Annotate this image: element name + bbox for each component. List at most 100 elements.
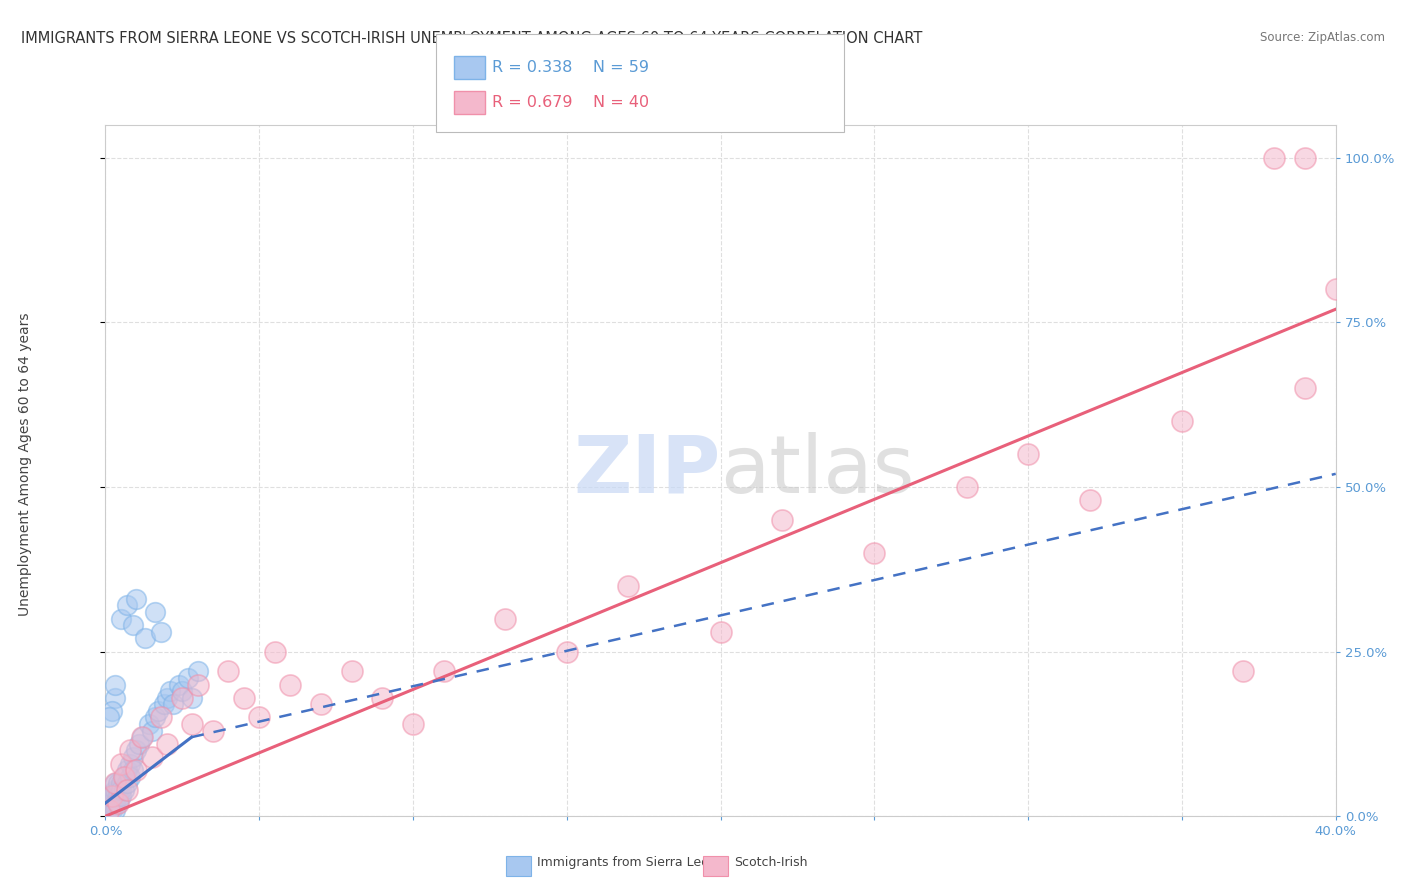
Point (710, 624, 733, 639)
Point (187, 665, 209, 679)
Point (100, 803, 122, 817)
Point (122, 763, 145, 777)
Point (97, 803, 120, 817)
Text: Immigrants from Sierra Leone: Immigrants from Sierra Leone (537, 856, 724, 869)
Point (97, 796, 120, 810)
Point (110, 776, 132, 790)
Point (100, 796, 122, 810)
Point (153, 698, 176, 712)
Point (1263, 151, 1285, 165)
Point (100, 789, 122, 804)
Point (120, 756, 141, 771)
Point (309, 698, 332, 712)
Point (104, 782, 127, 797)
Point (110, 612, 132, 626)
Point (141, 723, 163, 738)
Point (146, 704, 169, 718)
Point (122, 750, 145, 764)
Point (100, 789, 122, 804)
Point (107, 782, 129, 797)
Point (107, 796, 129, 810)
Point (97, 789, 120, 804)
Point (138, 717, 160, 731)
Point (1078, 493, 1101, 508)
Text: Unemployment Among Ages 60 to 64 years: Unemployment Among Ages 60 to 64 years (18, 312, 32, 615)
Point (162, 698, 184, 712)
Point (104, 789, 127, 804)
Point (131, 730, 153, 744)
Point (177, 671, 200, 685)
Point (120, 743, 141, 757)
Point (104, 677, 127, 691)
Point (180, 690, 202, 705)
Point (156, 690, 179, 705)
Text: Source: ZipAtlas.com: Source: ZipAtlas.com (1260, 31, 1385, 45)
Point (134, 632, 156, 646)
Text: R = 0.679    N = 40: R = 0.679 N = 40 (492, 95, 650, 110)
Point (107, 789, 129, 804)
Point (143, 710, 166, 724)
Point (104, 690, 127, 705)
Point (218, 665, 240, 679)
Point (110, 756, 132, 771)
Point (128, 737, 150, 751)
Point (112, 782, 135, 797)
Point (107, 776, 129, 790)
Point (172, 690, 194, 705)
Point (115, 776, 138, 790)
Point (125, 763, 148, 777)
Point (247, 710, 270, 724)
Point (125, 743, 148, 757)
Point (1171, 414, 1194, 428)
Point (156, 737, 179, 751)
Point (100, 789, 122, 804)
Point (956, 480, 979, 494)
Point (494, 612, 516, 626)
Point (112, 770, 135, 784)
Point (131, 730, 153, 744)
Point (402, 717, 425, 731)
Point (110, 789, 132, 804)
Point (143, 605, 166, 619)
Point (1017, 447, 1039, 461)
Point (172, 684, 194, 698)
Point (202, 723, 225, 738)
Point (617, 579, 640, 593)
Point (115, 782, 138, 797)
Point (104, 803, 127, 817)
Point (863, 546, 886, 560)
Point (1294, 381, 1316, 395)
Point (371, 690, 394, 705)
Point (107, 796, 129, 810)
Point (149, 710, 172, 724)
Point (115, 599, 138, 613)
Point (112, 770, 135, 784)
Point (340, 665, 363, 679)
Point (100, 704, 122, 718)
Text: R = 0.338    N = 59: R = 0.338 N = 59 (492, 61, 650, 75)
Point (97, 710, 120, 724)
Point (100, 796, 122, 810)
Point (169, 677, 191, 691)
Text: ZIP: ZIP (574, 432, 721, 509)
Point (141, 750, 163, 764)
Point (115, 763, 138, 777)
Point (770, 513, 793, 527)
Point (187, 677, 209, 691)
Text: Scotch-Irish: Scotch-Irish (734, 856, 807, 869)
Text: IMMIGRANTS FROM SIERRA LEONE VS SCOTCH-IRISH UNEMPLOYMENT AMONG AGES 60 TO 64 YE: IMMIGRANTS FROM SIERRA LEONE VS SCOTCH-I… (21, 31, 922, 46)
Point (1324, 283, 1347, 297)
Point (180, 717, 202, 731)
Point (104, 776, 127, 790)
Point (278, 677, 301, 691)
Point (120, 770, 141, 784)
Point (1232, 665, 1254, 679)
Point (97, 796, 120, 810)
Point (232, 690, 254, 705)
Point (263, 644, 285, 658)
Point (110, 782, 132, 797)
Point (97, 803, 120, 817)
Point (122, 618, 145, 632)
Point (433, 665, 456, 679)
Point (100, 796, 122, 810)
